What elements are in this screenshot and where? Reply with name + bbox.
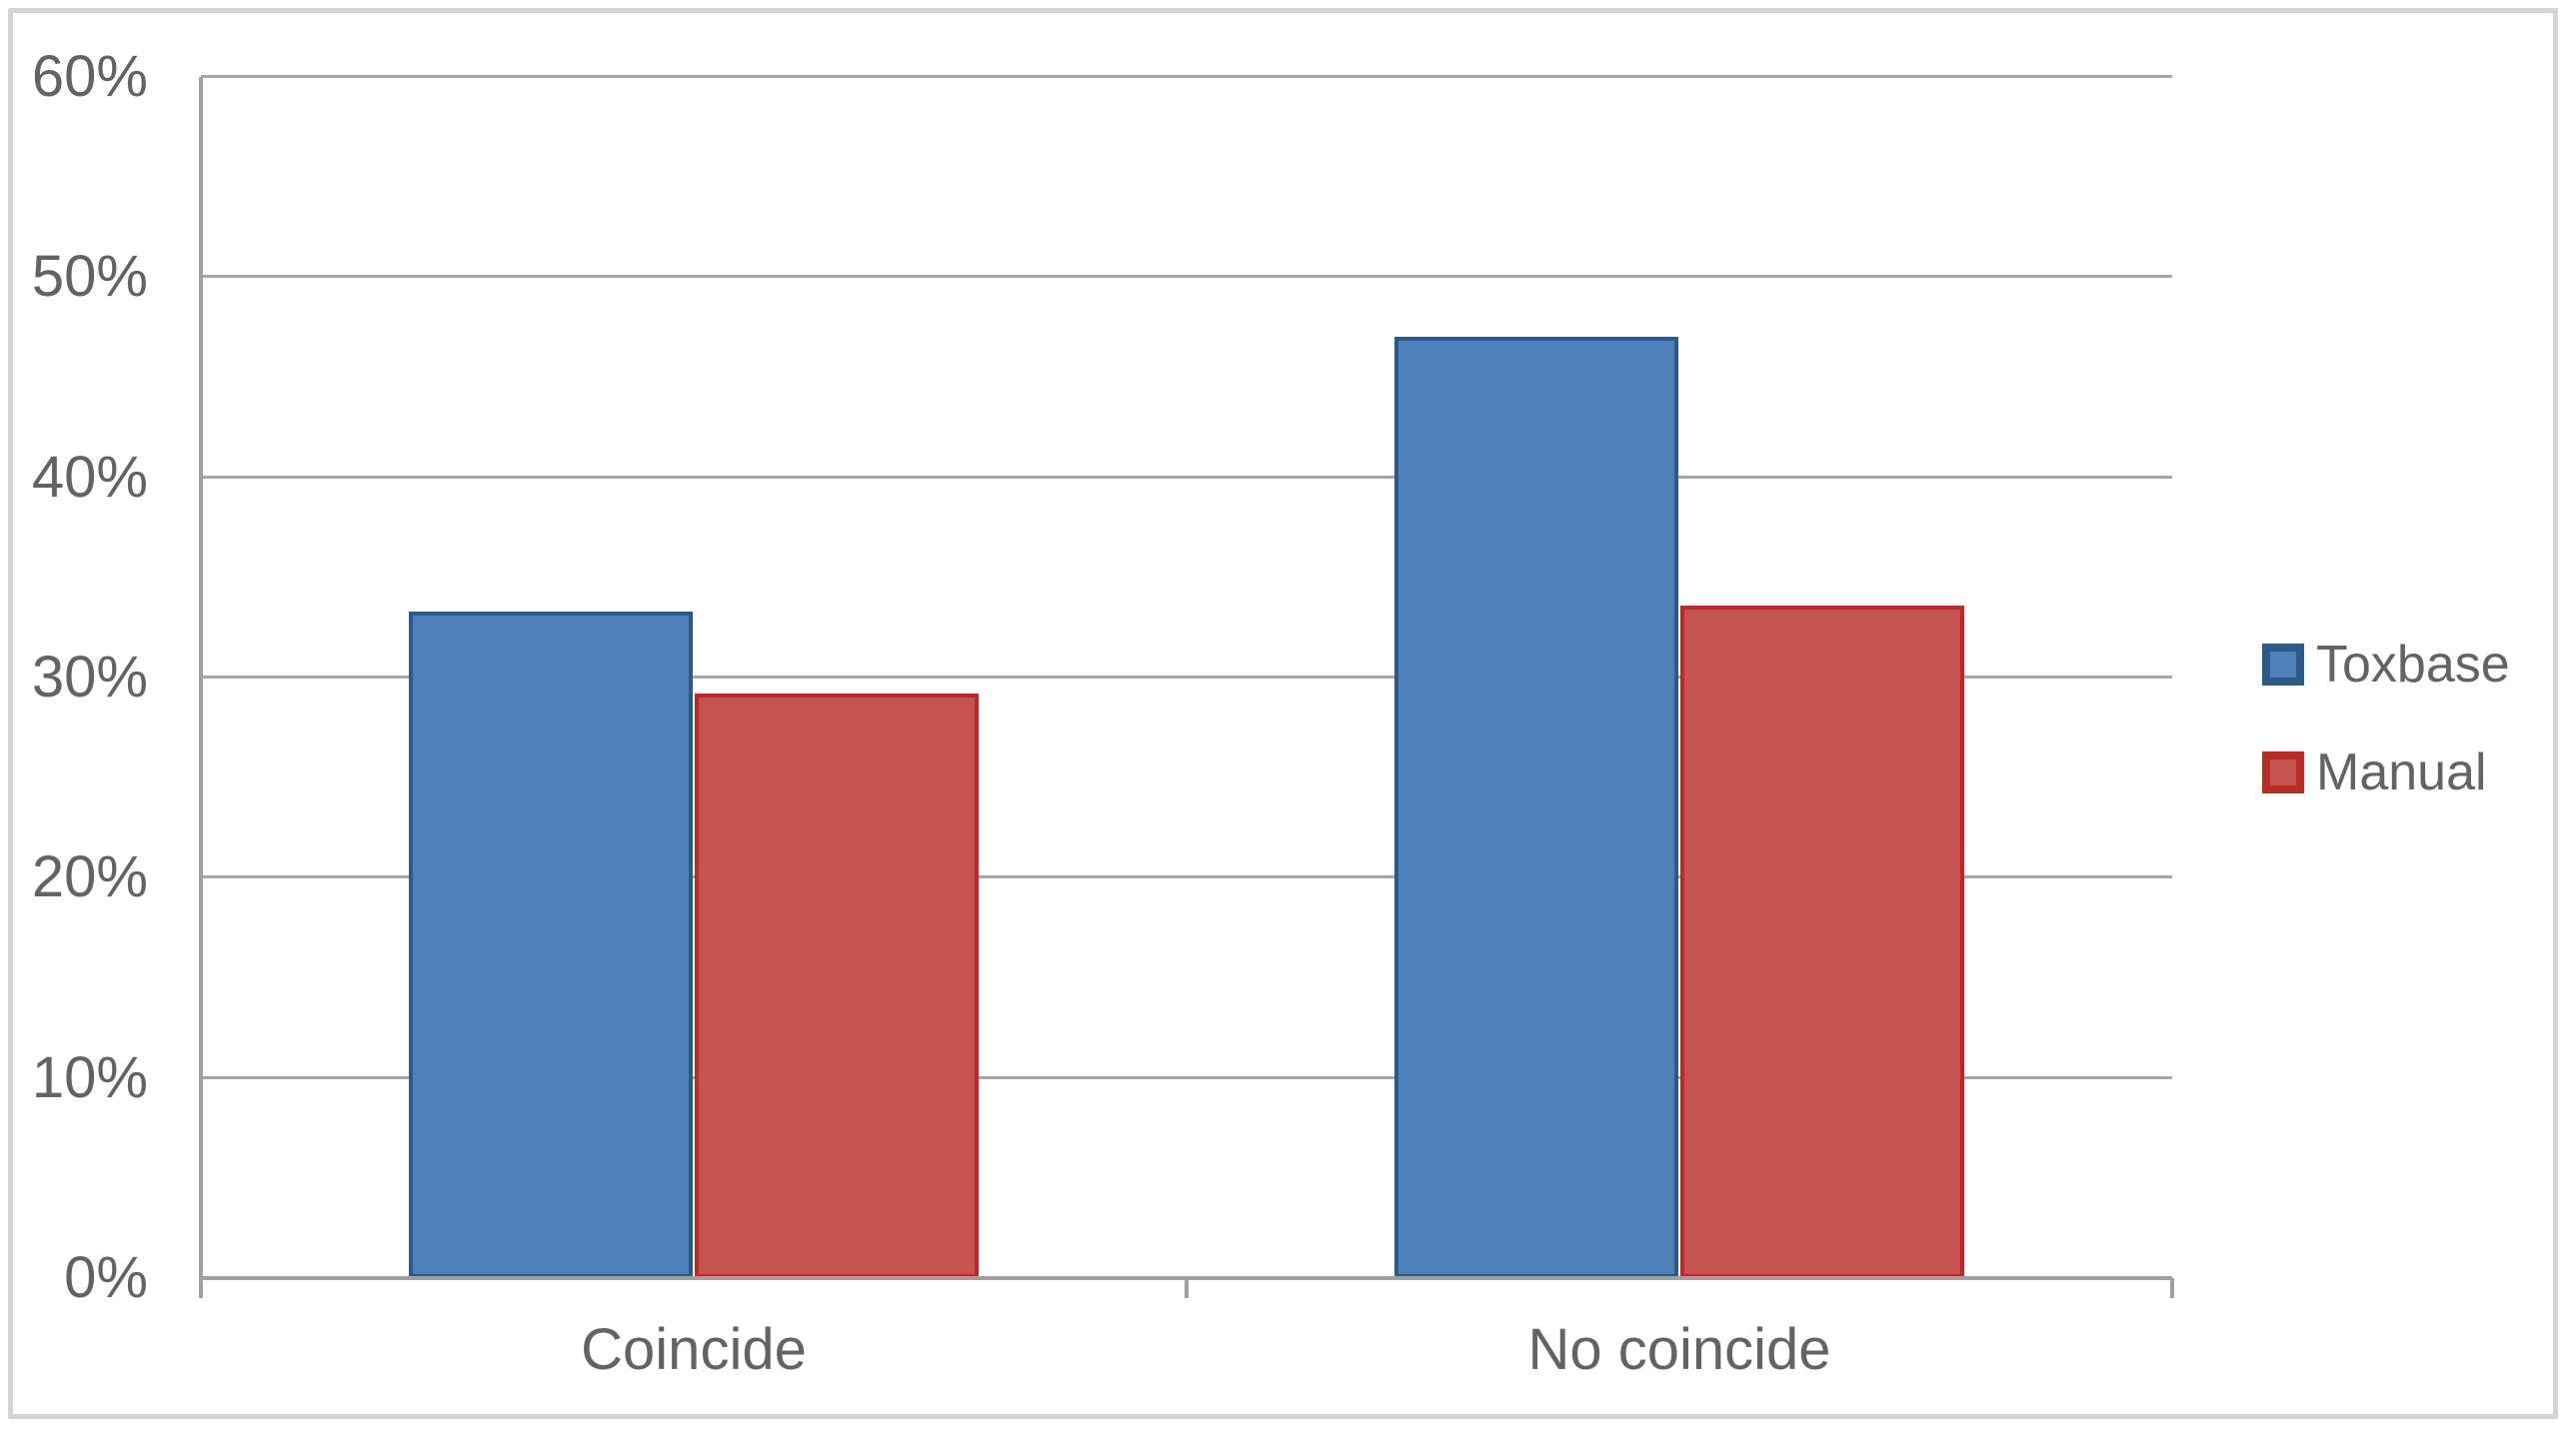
x-axis-tick-2 — [2170, 1278, 2174, 1298]
legend-swatch-toxbase-icon — [2262, 644, 2304, 686]
legend-swatch-manual-icon — [2262, 751, 2304, 793]
bar-manual-no-coincide — [1680, 605, 1964, 1278]
gridline-20% — [201, 875, 2172, 879]
chart-area-border — [8, 8, 2558, 1419]
bar-manual-coincide — [695, 694, 979, 1278]
legend: Toxbase Manual — [2262, 637, 2510, 800]
legend-label-manual: Manual — [2316, 743, 2487, 801]
gridline-30% — [201, 676, 2172, 679]
category-group-no-coincide — [1187, 77, 2172, 1278]
x-axis-tick-1 — [1185, 1278, 1189, 1298]
x-tick-label-no-coincide: No coincide — [1527, 1317, 1831, 1382]
gridline-60% — [201, 75, 2172, 78]
y-axis-line — [199, 77, 203, 1298]
x-tick-label-coincide: Coincide — [581, 1317, 807, 1382]
bar-toxbase-no-coincide — [1394, 337, 1678, 1278]
y-tick-label-50%: 50% — [31, 244, 148, 310]
legend-item-manual: Manual — [2262, 744, 2510, 800]
y-tick-label-20%: 20% — [31, 844, 148, 910]
legend-label-toxbase: Toxbase — [2316, 636, 2510, 694]
y-tick-label-40%: 40% — [31, 444, 148, 510]
gridline-50% — [201, 275, 2172, 279]
y-tick-label-60%: 60% — [31, 44, 148, 109]
gridline-10% — [201, 1075, 2172, 1079]
y-tick-label-10%: 10% — [31, 1044, 148, 1110]
plot-area — [199, 75, 2174, 1298]
y-tick-label-30%: 30% — [31, 645, 148, 710]
y-tick-label-0%: 0% — [64, 1245, 148, 1310]
category-group-coincide — [201, 77, 1187, 1278]
gridline-40% — [201, 475, 2172, 479]
legend-item-toxbase: Toxbase — [2262, 637, 2510, 693]
bar-toxbase-coincide — [409, 611, 693, 1278]
